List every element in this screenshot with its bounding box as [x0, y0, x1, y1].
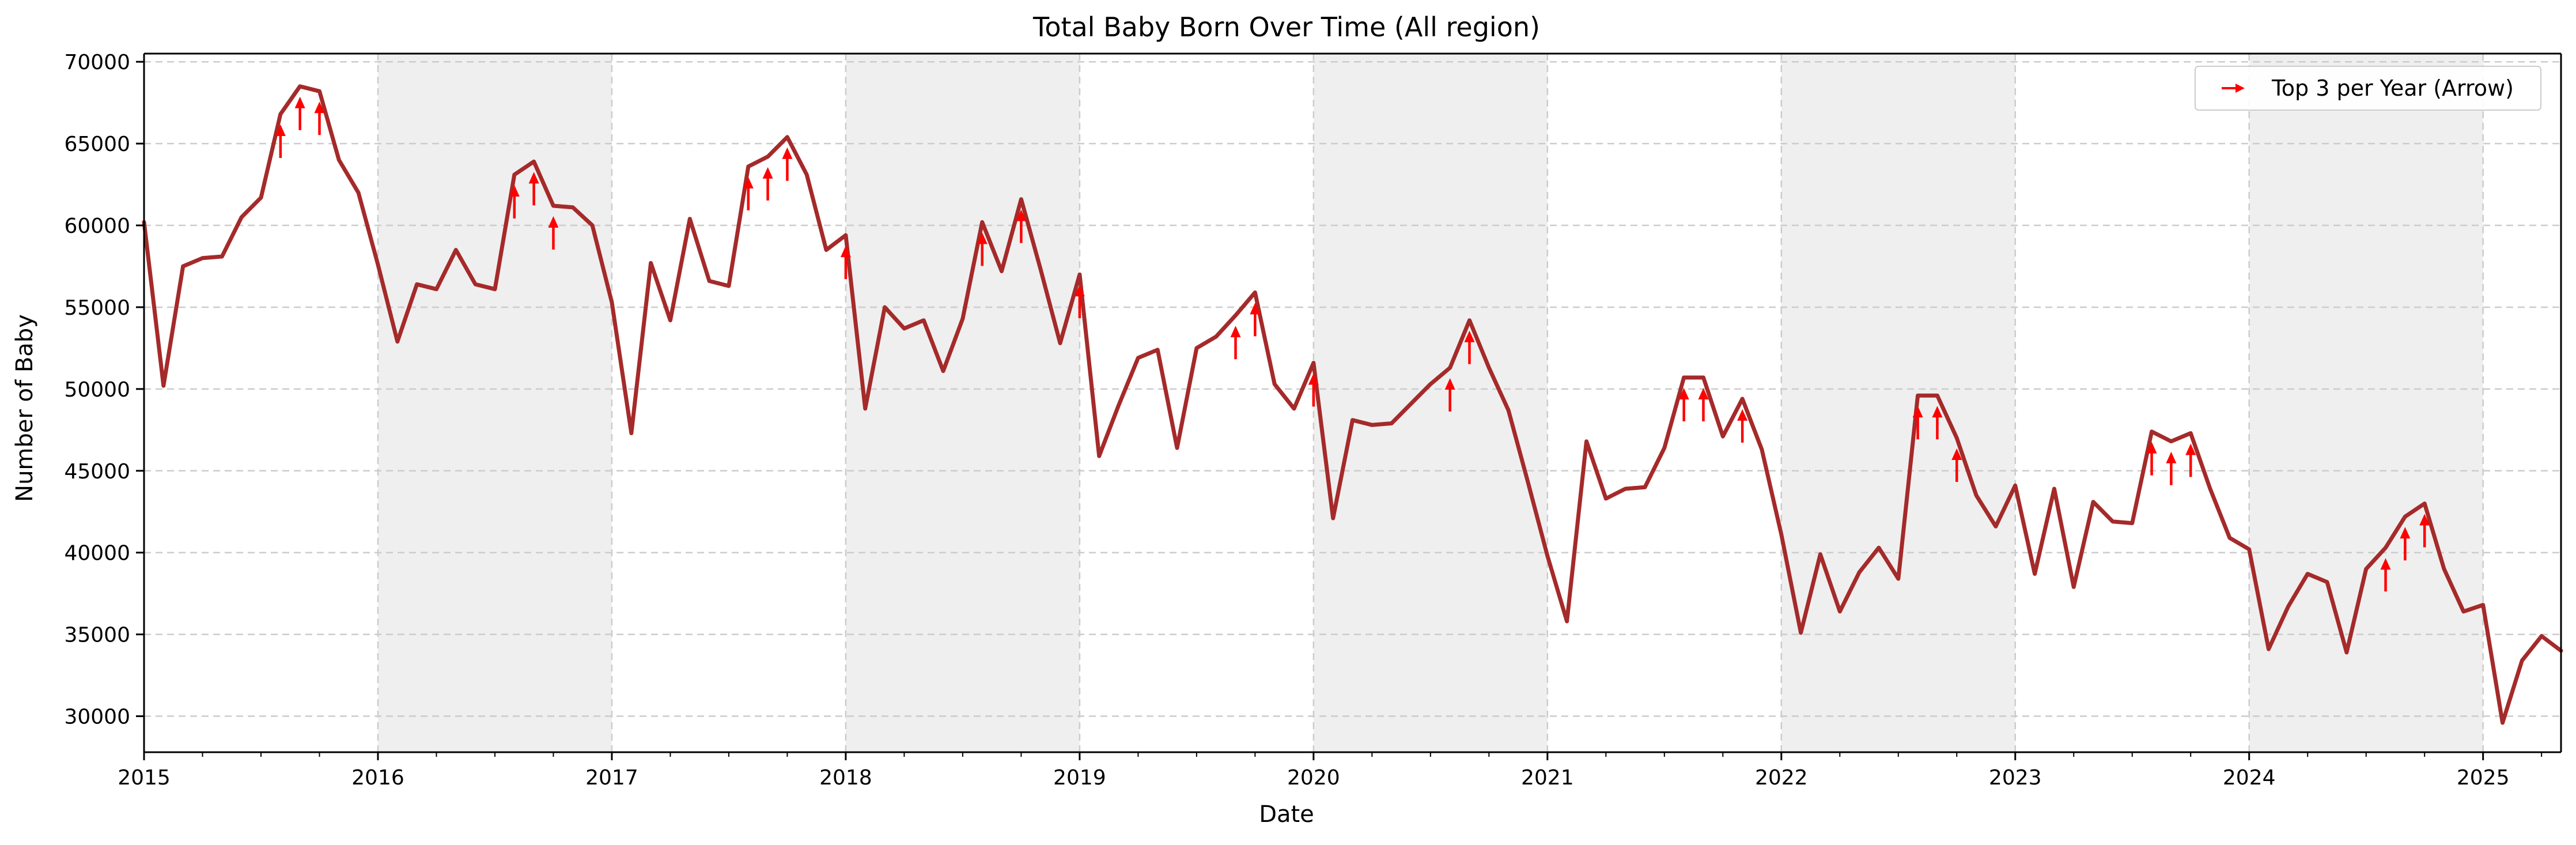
arrow-marker-2016-10 — [548, 216, 559, 250]
arrow-marker-2024-10 — [2419, 514, 2430, 548]
arrow-marker-2015-09 — [294, 96, 305, 130]
y-tick-label-30000: 30000 — [64, 706, 130, 729]
x-tick-label-2015: 2015 — [118, 766, 171, 790]
arrow-marker-2023-08 — [2146, 442, 2157, 476]
arrow-marker-2020-08 — [1444, 378, 1455, 412]
arrow-marker-2017-08 — [743, 176, 754, 210]
y-tick-label-60000: 60000 — [64, 214, 130, 238]
arrow-marker-2018-01 — [840, 246, 851, 280]
y-tick-label-40000: 40000 — [64, 542, 130, 565]
shade-band-2020 — [1313, 54, 1548, 752]
y-tick-label-45000: 45000 — [64, 460, 130, 484]
y-tick-label-50000: 50000 — [64, 378, 130, 402]
x-axis-label: Date — [1259, 801, 1314, 828]
arrow-marker-2019-01 — [1074, 285, 1085, 319]
arrow-marker-2022-09 — [1932, 406, 1943, 440]
arrow-marker-2024-09 — [2400, 527, 2411, 561]
arrow-marker-2018-10 — [1016, 209, 1027, 243]
arrow-marker-2016-09 — [528, 172, 539, 206]
shade-band-2018 — [845, 54, 1080, 752]
shade-band-2016 — [377, 54, 612, 752]
x-tick-label-2019: 2019 — [1053, 766, 1106, 790]
arrow-marker-2016-08 — [509, 185, 520, 219]
x-tick-label-2022: 2022 — [1755, 766, 1808, 790]
chart-title: Total Baby Born Over Time (All region) — [1032, 12, 1540, 43]
x-tick-label-2025: 2025 — [2457, 766, 2510, 790]
x-tick-label-2023: 2023 — [1989, 766, 2042, 790]
arrow-marker-2015-10 — [314, 101, 325, 135]
arrow-marker-2021-08 — [1678, 388, 1689, 422]
y-tick-label-70000: 70000 — [64, 51, 130, 74]
arrow-marker-2019-10 — [1250, 303, 1261, 337]
arrow-marker-2017-09 — [762, 167, 773, 201]
shade-band-2022 — [1781, 54, 2015, 752]
y-tick-label-55000: 55000 — [64, 296, 130, 320]
legend-label: Top 3 per Year (Arrow) — [2271, 76, 2514, 101]
arrow-marker-2023-10 — [2185, 443, 2196, 477]
arrow-marker-2019-09 — [1230, 326, 1241, 360]
arrow-marker-2022-10 — [1951, 448, 1962, 482]
axes-frame — [143, 52, 2562, 753]
x-tick-label-2020: 2020 — [1287, 766, 1340, 790]
y-tick-label-65000: 65000 — [64, 133, 130, 156]
arrow-marker-2023-09 — [2166, 451, 2177, 485]
legend: Top 3 per Year (Arrow) — [2195, 66, 2541, 111]
arrow-marker-2020-09 — [1464, 330, 1475, 364]
top3-arrow-markers — [275, 96, 2430, 592]
x-axis-ticks: 2015 2016 2017 2018 2019 2020 2021 2022 2023 2024… — [118, 752, 2543, 790]
x-tick-label-2018: 2018 — [819, 766, 872, 790]
arrow-marker-2022-08 — [1912, 406, 1923, 440]
arrow-marker-2018-08 — [977, 232, 988, 266]
arrow-marker-2021-11 — [1737, 409, 1748, 443]
shade-band-2024 — [2249, 54, 2483, 752]
legend-arrow-icon — [2222, 84, 2245, 93]
x-tick-label-2024: 2024 — [2223, 766, 2276, 790]
legend-box — [2195, 66, 2541, 111]
x-tick-label-2017: 2017 — [585, 766, 638, 790]
x-tick-label-2016: 2016 — [351, 766, 404, 790]
y-axis-ticks: 30000 35000 40000 45000 50000 55000 60000 65000… — [64, 51, 144, 729]
y-axis-label: Number of Baby — [12, 314, 38, 502]
year-shading-bands — [377, 54, 2483, 752]
series-line — [142, 84, 2563, 725]
arrow-marker-2021-09 — [1698, 388, 1709, 422]
arrow-marker-2024-08 — [2380, 558, 2391, 592]
arrow-marker-2017-10 — [782, 147, 793, 181]
arrow-marker-2020-01 — [1308, 373, 1319, 407]
y-tick-label-35000: 35000 — [64, 624, 130, 647]
arrow-marker-2015-08 — [275, 125, 286, 159]
x-tick-label-2021: 2021 — [1521, 766, 1574, 790]
series-line-group — [142, 84, 2563, 725]
